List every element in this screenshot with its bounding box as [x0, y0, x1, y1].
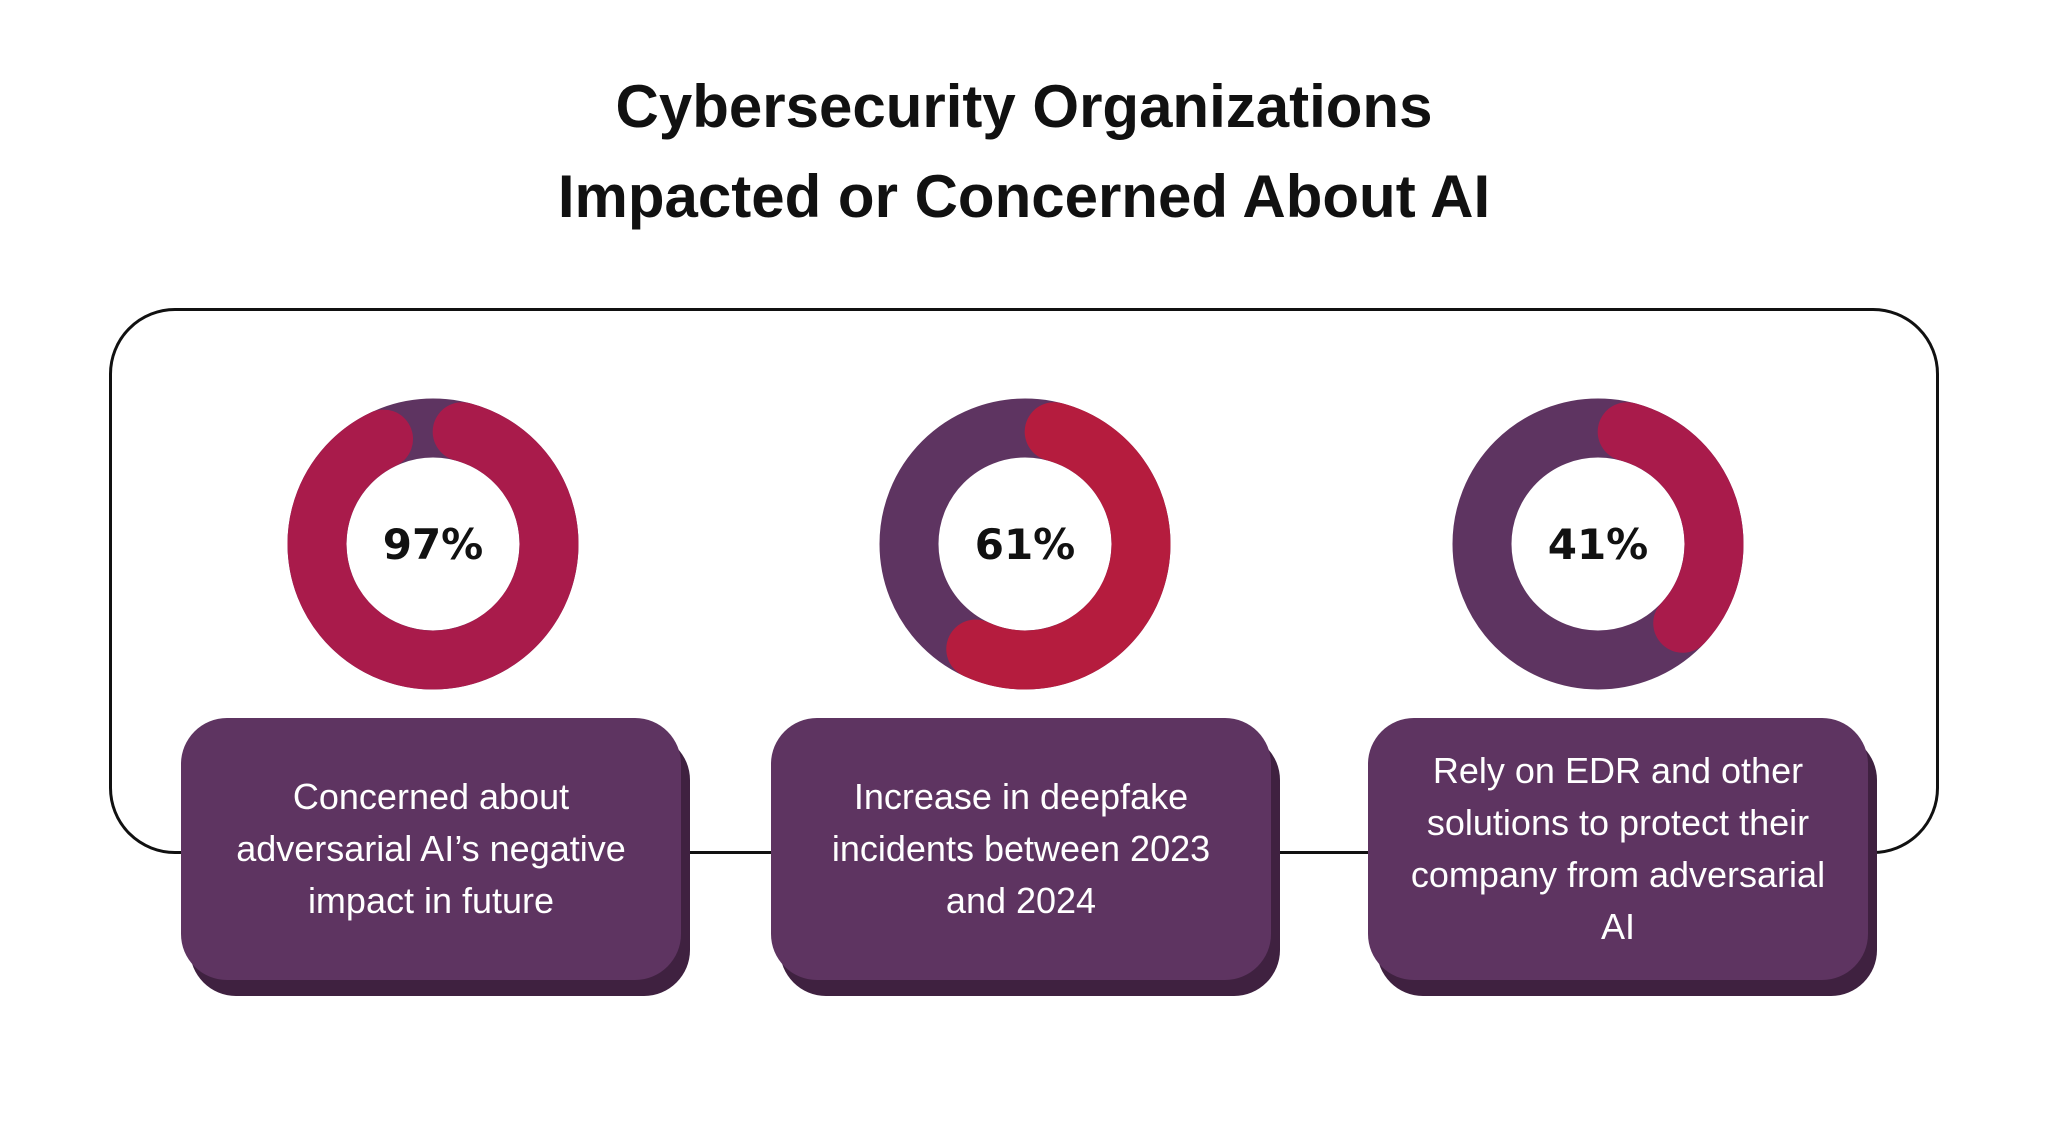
donut-chart-3: 41% [1452, 398, 1744, 690]
donut-value-arc [879, 398, 1171, 690]
chart-title: Cybersecurity Organizations Impacted or … [0, 62, 2048, 242]
donut-percent-label: 97% [383, 520, 484, 569]
donut-value-arc [1452, 398, 1744, 690]
card-text: Rely on EDR and other solutions to prote… [1368, 718, 1868, 980]
title-line-2: Impacted or Concerned About AI [557, 163, 1491, 230]
card-text: Concerned about adversarial AI’s negativ… [181, 718, 681, 980]
donut-chart-1: 97% [287, 398, 579, 690]
stat-card-3: Rely on EDR and other solutions to prote… [1368, 718, 1877, 996]
donut-value-arc [287, 398, 579, 690]
card-text: Increase in deepfake incidents between 2… [771, 718, 1271, 980]
stat-card-1: Concerned about adversarial AI’s negativ… [181, 718, 690, 996]
title-line-1: Cybersecurity Organizations [615, 73, 1433, 140]
stat-card-2: Increase in deepfake incidents between 2… [771, 718, 1280, 996]
donut-chart-2: 61% [879, 398, 1171, 690]
donut-percent-label: 61% [975, 520, 1076, 569]
donut-percent-label: 41% [1548, 520, 1649, 569]
